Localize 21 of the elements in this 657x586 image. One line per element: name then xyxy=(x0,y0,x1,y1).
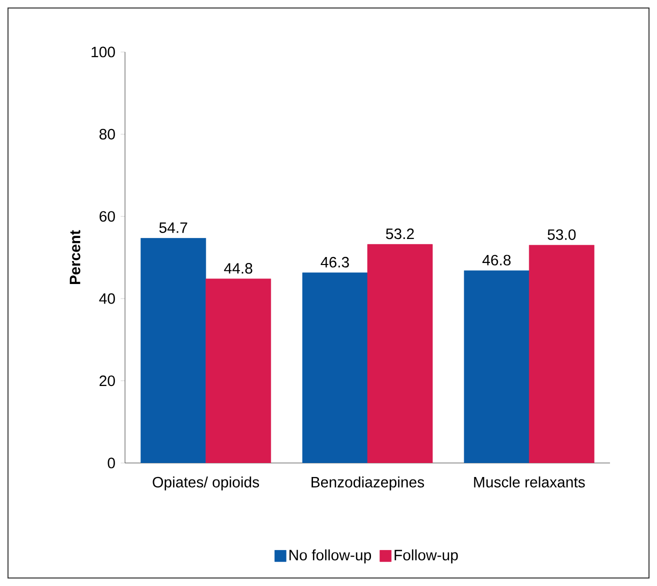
y-tick-label: 40 xyxy=(99,293,115,304)
data-label: 54.7 xyxy=(159,222,188,233)
data-label: 46.3 xyxy=(320,256,349,268)
y-tick-label: 0 xyxy=(108,458,115,468)
x-tick-label: Muscle relaxants xyxy=(474,476,585,488)
x-tick-label: Benzodiazepines xyxy=(312,476,424,490)
legend-label: No follow-up xyxy=(290,549,372,564)
y-tick-label: 100 xyxy=(92,46,115,58)
bar xyxy=(464,270,530,463)
y-axis-title: Percent xyxy=(70,230,80,284)
y-tick-label: 60 xyxy=(100,211,115,222)
bar xyxy=(302,272,368,463)
data-label: 44.8 xyxy=(224,263,252,274)
y-tick-label: 20 xyxy=(100,375,115,386)
data-label: 46.8 xyxy=(482,254,511,266)
data-label: 53.2 xyxy=(386,228,414,240)
y-tick-label: 80 xyxy=(100,128,115,140)
bar xyxy=(140,238,206,463)
data-label: 53.0 xyxy=(548,229,576,240)
legend-label: Follow-up xyxy=(394,549,458,564)
x-tick-label: Opiates/ opioids xyxy=(152,476,260,490)
